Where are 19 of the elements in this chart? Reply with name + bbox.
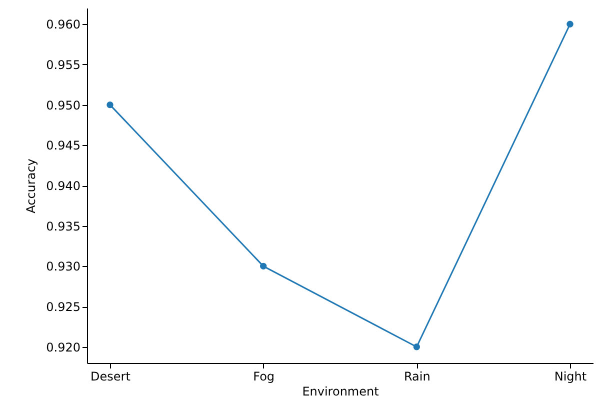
x-tick-label: Desert: [90, 370, 131, 384]
point: [413, 344, 420, 350]
y-axis-title: Accuracy: [24, 158, 38, 214]
y-tick-label: 0.955: [46, 58, 80, 72]
y-tick-label: 0.945: [46, 138, 80, 153]
x-tick-label: Rain: [404, 370, 430, 384]
x-tick-label: Night: [554, 370, 587, 384]
x-axis-title: Environment: [302, 384, 380, 398]
point: [260, 262, 267, 270]
y-tick-label: 0.940: [46, 179, 80, 193]
x-tick-label: Fog: [253, 370, 275, 384]
y-tick-label: 0.930: [46, 260, 80, 274]
y-tick-label: 0.925: [46, 300, 80, 314]
y-tick-label: 0.950: [46, 98, 80, 112]
point: [566, 20, 574, 28]
point: [106, 101, 114, 108]
y-tick-label: 0.935: [46, 219, 80, 234]
y-tick-label: 0.960: [46, 18, 80, 32]
y-tick-label: 0.920: [46, 340, 80, 354]
